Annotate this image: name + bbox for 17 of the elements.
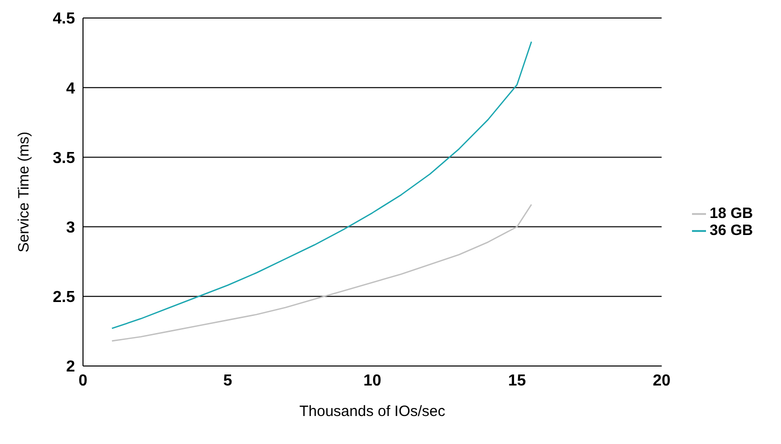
line-series xyxy=(111,204,532,342)
y-tick-label: 3 xyxy=(66,219,76,236)
x-axis-title: Thousands of IOs/sec xyxy=(299,403,446,420)
y-tick-label: 2 xyxy=(66,358,76,376)
x-tick-label: 20 xyxy=(652,372,671,390)
y-axis-title: Service Time (ms) xyxy=(15,132,32,252)
x-tick-label: 15 xyxy=(508,372,526,390)
y-tick-label: 4.5 xyxy=(52,10,76,28)
legend-label: 18 GB xyxy=(710,205,753,222)
y-tick-label: 2.5 xyxy=(52,289,76,306)
y-tick-label: 4 xyxy=(66,80,76,98)
y-tick-label: 3.5 xyxy=(52,150,76,167)
x-tick-label: 0 xyxy=(78,372,88,390)
line-series xyxy=(111,41,532,330)
x-tick-label: 10 xyxy=(363,372,382,390)
legend-label: 36 GB xyxy=(710,222,753,239)
x-tick-label: 5 xyxy=(223,372,232,390)
